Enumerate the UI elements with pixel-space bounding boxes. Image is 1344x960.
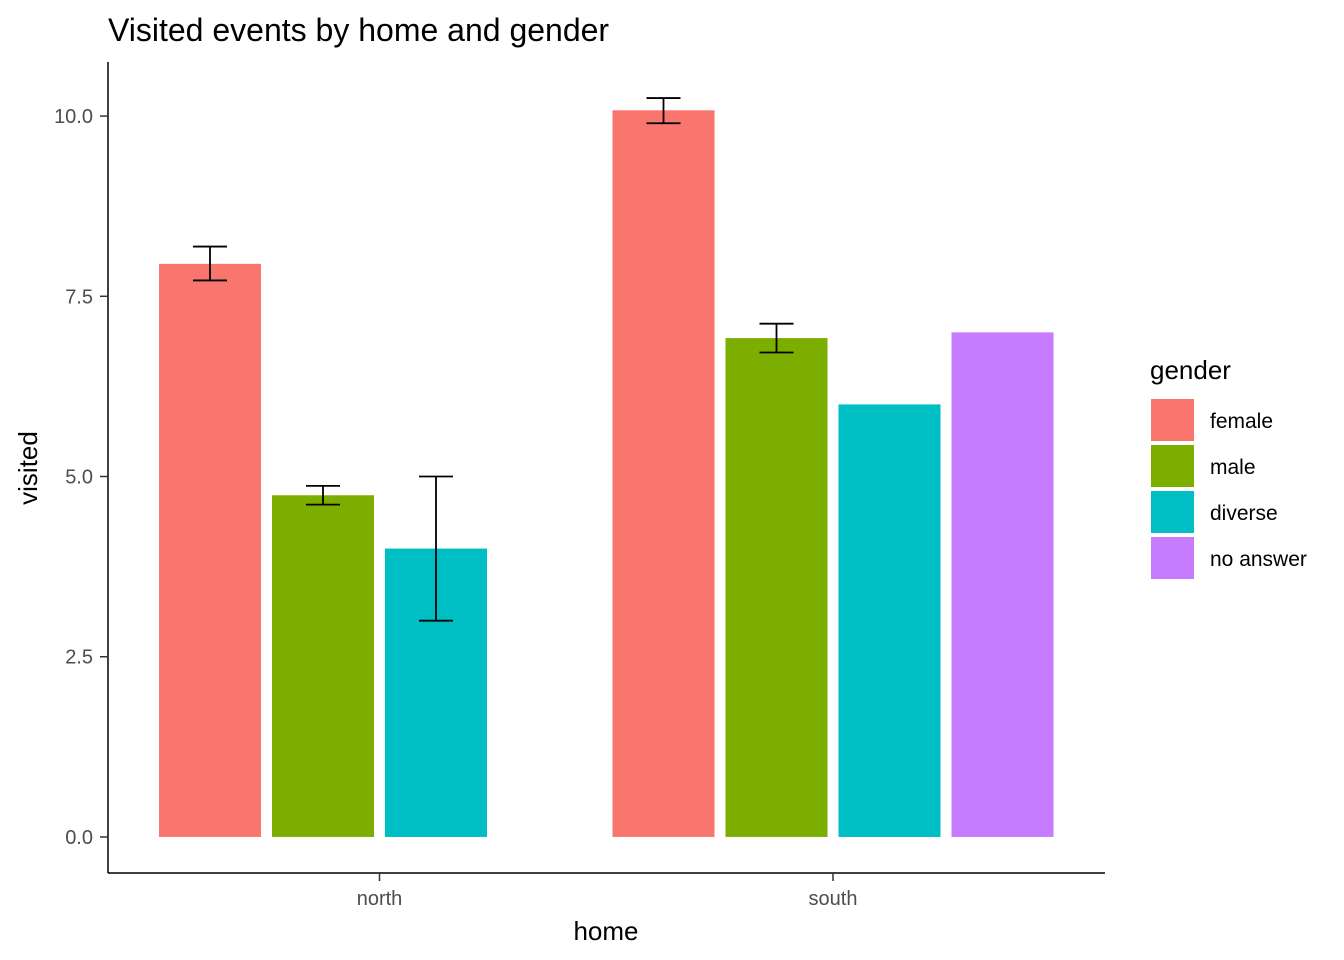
legend-item-no-answer: no answer (1151, 537, 1307, 579)
y-tick-label: 5.0 (65, 467, 93, 489)
y-tick-label: 7.5 (65, 286, 93, 308)
bar-north-male (272, 495, 374, 837)
legend-item-male: male (1151, 445, 1256, 487)
chart-title: Visited events by home and gender (108, 12, 609, 48)
axes-layer (107, 62, 1105, 874)
errorbar-north-diverse (419, 475, 453, 622)
errorbar-north-female (193, 245, 227, 282)
y-tick-label: 10.0 (54, 106, 93, 128)
y-axis-title: visited (13, 431, 43, 505)
bar-south-male (725, 338, 828, 837)
legend-label: no answer (1210, 548, 1307, 571)
errorbar-south-male (759, 322, 794, 354)
errorbar-south-female (646, 97, 681, 125)
legend: gender female male diverse no answer (1150, 355, 1307, 579)
x-ticks: north south (357, 873, 858, 910)
legend-label: diverse (1210, 502, 1278, 525)
x-tick-label-north: north (357, 888, 403, 910)
x-axis-title: home (573, 916, 638, 946)
legend-title: gender (1150, 355, 1231, 385)
bar-south-female (612, 110, 715, 837)
legend-swatch (1151, 399, 1194, 441)
y-tick-label: 0.0 (65, 827, 93, 849)
bar-south-no-answer (951, 332, 1054, 837)
bars-layer (159, 110, 1054, 837)
y-ticks: 0.0 2.5 5.0 7.5 10.0 (54, 106, 108, 849)
bar-south-diverse (838, 404, 941, 837)
legend-swatch (1151, 445, 1194, 487)
x-tick-label-south: south (809, 888, 858, 910)
y-tick-label: 2.5 (65, 647, 93, 669)
errorbar-north-male (306, 484, 340, 506)
legend-label: female (1210, 410, 1273, 433)
legend-item-female: female (1151, 399, 1273, 441)
legend-label: male (1210, 456, 1256, 479)
errorbars-layer (193, 97, 794, 622)
legend-swatch (1151, 537, 1194, 579)
bar-north-female (159, 263, 261, 837)
legend-item-diverse: diverse (1151, 491, 1278, 533)
legend-swatch (1151, 491, 1194, 533)
